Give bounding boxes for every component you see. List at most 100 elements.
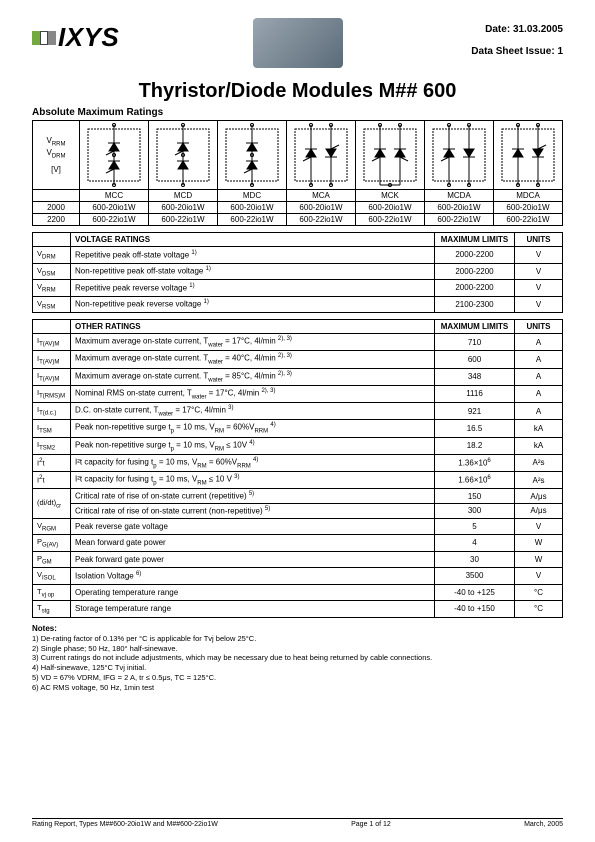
rating-limit: 2000-2200 [435, 280, 515, 297]
rating-desc: Maximum average on-state current. Twater… [71, 368, 435, 385]
units-header: UNITS [515, 233, 563, 247]
rating-limit: 600 [435, 351, 515, 368]
module-cell: 600-20io1W [425, 202, 494, 214]
rating-desc: I²t capacity for fusing tp = 10 ms, VRM … [71, 472, 435, 489]
company-logo: IXYS [32, 22, 119, 53]
module-photo [253, 18, 343, 68]
note-item: 2) Single phase; 50 Hz, 180° half-sinewa… [32, 644, 563, 654]
note-item: 3) Current ratings do not include adjust… [32, 653, 563, 663]
rating-unit: V [515, 568, 563, 585]
note-item: 5) VD = 67% VDRM, IFG = 2 A, tr ≤ 0.5μs,… [32, 673, 563, 683]
notes-section: Notes: 1) De-rating factor of 0.13% per … [32, 624, 563, 693]
rating-unit: °C [515, 601, 563, 618]
module-type-label: MCK [356, 190, 425, 202]
rating-symbol: VISOL [33, 568, 71, 585]
rating-symbol: VRGM [33, 518, 71, 535]
rating-limit: 4 [435, 535, 515, 552]
circuit-diagram-mcda [425, 121, 494, 190]
module-cell: 600-22io1W [356, 214, 425, 226]
rating-symbol: VRRM [33, 280, 71, 297]
module-types-table: VRRM VDRM [V] MCCMCDMDCMCAMCKMCDAMDCA 20… [32, 120, 563, 226]
rating-symbol: I2t [33, 454, 71, 471]
rating-limit: 150 [435, 489, 515, 504]
rating-desc: Peak forward gate power [71, 551, 435, 568]
rating-limit: 348 [435, 368, 515, 385]
rating-limit: 921 [435, 403, 515, 420]
rating-unit: A²s [515, 454, 563, 471]
rating-limit: 1116 [435, 385, 515, 402]
rating-symbol: (di/dt)cr [33, 489, 71, 518]
rating-desc: Repetitive peak reverse voltage 1) [71, 280, 435, 297]
rating-unit: A/μs [515, 489, 563, 504]
rating-unit: A [515, 385, 563, 402]
rating-limit: 1.36×106 [435, 454, 515, 471]
rating-symbol: VDRM [33, 247, 71, 264]
rating-unit: A [515, 403, 563, 420]
module-header-sym: VRRM VDRM [V] [33, 121, 80, 190]
rating-unit: W [515, 551, 563, 568]
module-cell: 600-20io1W [287, 202, 356, 214]
rating-symbol: PGM [33, 551, 71, 568]
module-cell: 600-22io1W [494, 214, 563, 226]
rating-desc: Repetitive peak off-state voltage 1) [71, 247, 435, 264]
rating-limit: 1.66×106 [435, 472, 515, 489]
module-cell: 600-20io1W [149, 202, 218, 214]
rating-desc: Operating temperature range [71, 584, 435, 601]
other-ratings-title: OTHER RATINGS [71, 320, 435, 334]
rating-desc: Critical rate of rise of on-state curren… [71, 503, 435, 518]
logo-squares-icon [32, 31, 56, 45]
rating-unit: kA [515, 420, 563, 437]
module-type-label: MDCA [494, 190, 563, 202]
module-cell: 600-22io1W [287, 214, 356, 226]
rating-limit: 18.2 [435, 437, 515, 454]
circuit-diagram-mcd [149, 121, 218, 190]
rating-symbol: IT(AV)M [33, 351, 71, 368]
rating-desc: Non-repetitive peak reverse voltage 1) [71, 296, 435, 313]
rating-limit: -40 to +150 [435, 601, 515, 618]
company-name: IXYS [58, 22, 119, 53]
rating-desc: Critical rate of rise of on-state curren… [71, 489, 435, 504]
module-type-label: MCC [80, 190, 149, 202]
module-cell: 2200 [33, 214, 80, 226]
notes-title: Notes: [32, 624, 563, 634]
module-cell: 600-20io1W [494, 202, 563, 214]
module-cell: 600-22io1W [149, 214, 218, 226]
rating-symbol: ITSM2 [33, 437, 71, 454]
rating-unit: W [515, 535, 563, 552]
module-type-label: MCA [287, 190, 356, 202]
module-cell: 2000 [33, 202, 80, 214]
module-cell: 600-22io1W [218, 214, 287, 226]
rating-symbol: VRSM [33, 296, 71, 313]
rating-symbol: IT(RMS)M [33, 385, 71, 402]
rating-limit: 3500 [435, 568, 515, 585]
rating-limit: 5 [435, 518, 515, 535]
other-ratings-table: OTHER RATINGS MAXIMUM LIMITS UNITS IT(AV… [32, 319, 563, 618]
rating-symbol: ITSM [33, 420, 71, 437]
circuit-diagram-mcc [80, 121, 149, 190]
rating-unit: A [515, 334, 563, 351]
rating-symbol: I2t [33, 472, 71, 489]
rating-desc: Mean forward gate power [71, 535, 435, 552]
rating-unit: °C [515, 584, 563, 601]
rating-desc: I²t capacity for fusing tp = 10 ms, VRM … [71, 454, 435, 471]
rating-unit: V [515, 296, 563, 313]
note-item: 1) De-rating factor of 0.13% per °C is a… [32, 634, 563, 644]
rating-desc: Maximum average on-state current. Twater… [71, 351, 435, 368]
circuit-diagram-mck [356, 121, 425, 190]
rating-desc: Non-repetitive peak off-state voltage 1) [71, 263, 435, 280]
rating-unit: V [515, 263, 563, 280]
rating-desc: Nominal RMS on-state current, Twater = 1… [71, 385, 435, 402]
voltage-ratings-title: VOLTAGE RATINGS [71, 233, 435, 247]
rating-symbol: VDSM [33, 263, 71, 280]
rating-unit: V [515, 247, 563, 264]
rating-symbol: Tvj op [33, 584, 71, 601]
note-item: 4) Half-sinewave, 125°C Tvj initial. [32, 663, 563, 673]
rating-desc: Peak reverse gate voltage [71, 518, 435, 535]
footer-center: Page 1 of 12 [351, 821, 391, 828]
footer-right: March, 2005 [524, 821, 563, 828]
rating-unit: V [515, 280, 563, 297]
units-header: UNITS [515, 320, 563, 334]
rating-unit: V [515, 518, 563, 535]
rating-desc: D.C. on-state current, Twater = 17°C, 4l… [71, 403, 435, 420]
rating-symbol: IT(AV)M [33, 368, 71, 385]
